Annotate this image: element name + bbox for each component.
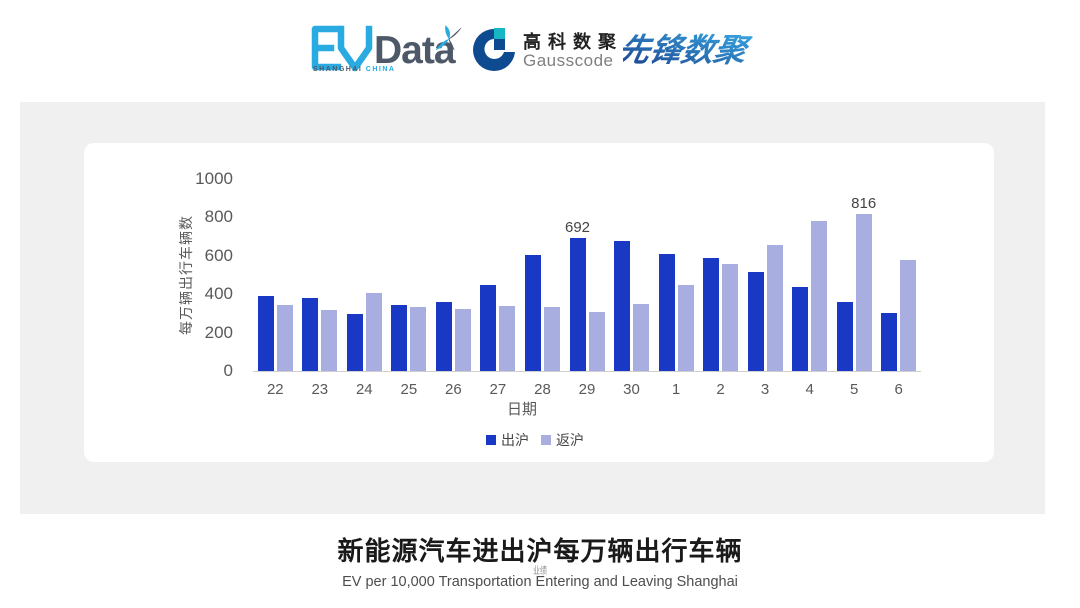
svg-text:SHANGHAI CHINA: SHANGHAI CHINA [313,66,395,73]
svg-text:先锋数聚: 先锋数聚 [623,32,754,68]
svg-text:Gausscode: Gausscode [523,51,614,70]
svg-text:高 科 数 聚: 高 科 数 聚 [523,31,617,52]
